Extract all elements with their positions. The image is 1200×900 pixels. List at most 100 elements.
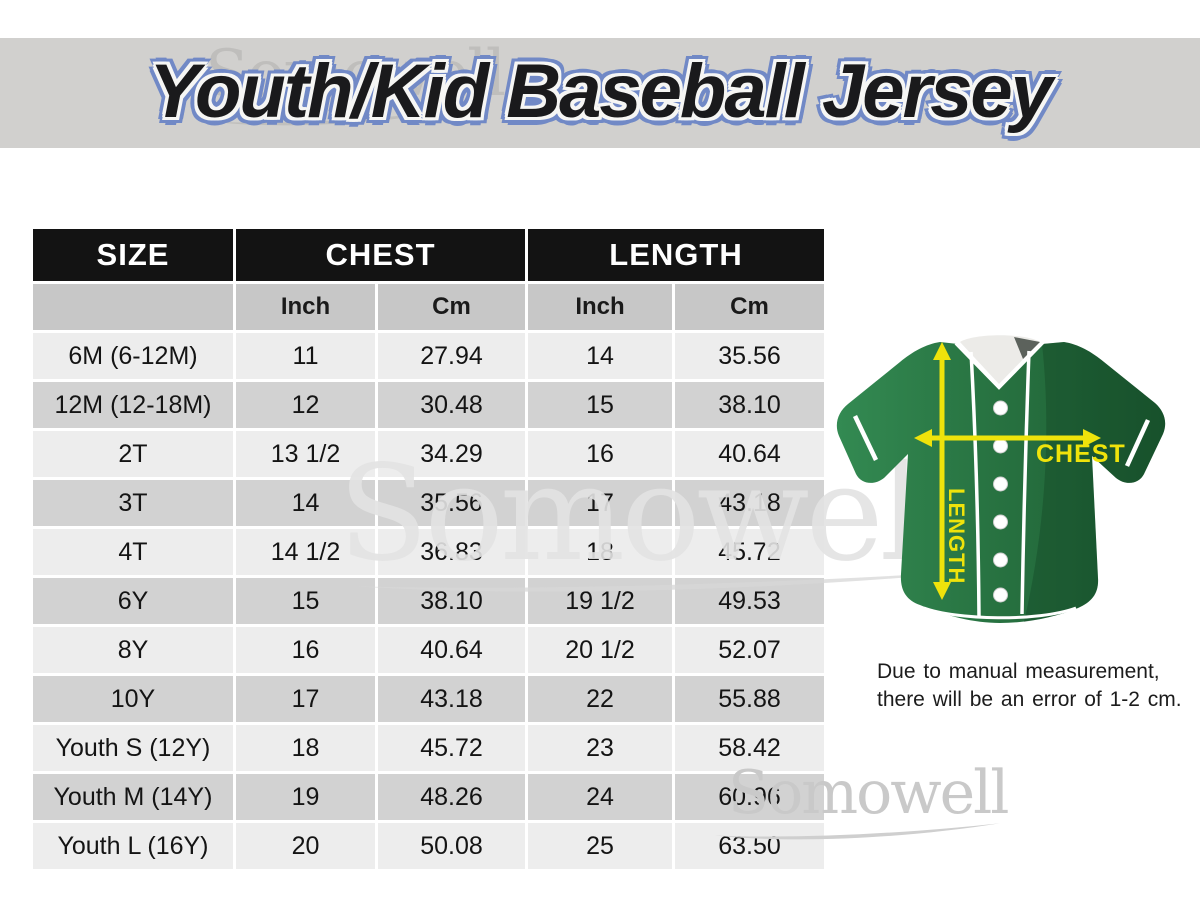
table-cell: 15 — [528, 382, 672, 428]
header-cell-size: SIZE — [33, 229, 233, 281]
measurement-note-line2: there will be an error of 1-2 cm. — [877, 688, 1182, 712]
table-cell: 40.64 — [378, 627, 525, 673]
table-cell: 55.88 — [675, 676, 824, 722]
table-cell: 8Y — [33, 627, 233, 673]
table-row: Youth L (16Y) 20 50.08 25 63.50 — [33, 823, 824, 869]
header-cell-chest: CHEST — [236, 229, 525, 281]
table-cell: 43.18 — [378, 676, 525, 722]
jersey-collar-shadow — [1014, 337, 1040, 359]
table-cell: 27.94 — [378, 333, 525, 379]
table-cell: 3T — [33, 480, 233, 526]
table-cell: 12M (12-18M) — [33, 382, 233, 428]
jersey-figure: CHEST LENGTH — [828, 326, 1176, 649]
table-cell: 35.56 — [378, 480, 525, 526]
table-cell: 16 — [236, 627, 375, 673]
table-cell: 38.10 — [378, 578, 525, 624]
jersey-placket-piping-right — [1020, 350, 1031, 615]
table-cell: Youth S (12Y) — [33, 725, 233, 771]
header-cell-length: LENGTH — [528, 229, 824, 281]
table-cell: 10Y — [33, 676, 233, 722]
watermark-swoosh-icon — [210, 109, 462, 126]
table-cell: 40.64 — [675, 431, 824, 477]
table-cell: 14 — [528, 333, 672, 379]
table-cell: 17 — [528, 480, 672, 526]
jersey-placket-piping-left — [969, 351, 981, 617]
brand-watermark-bottom: Somowell — [728, 758, 1009, 828]
jersey-buttons — [993, 400, 1008, 603]
measurement-note-line1: Due to manual measurement, — [877, 660, 1160, 683]
table-cell: 30.48 — [378, 382, 525, 428]
table-cell: 18 — [528, 529, 672, 575]
jersey-sleeve-stripe-right — [1124, 419, 1151, 467]
measurement-note: Due to manual measurement, there will be… — [877, 658, 1192, 715]
table-header-row: SIZE CHEST LENGTH — [33, 229, 824, 281]
table-cell: 60.96 — [675, 774, 824, 820]
table-cell: 52.07 — [675, 627, 824, 673]
table-cell: 43.18 — [675, 480, 824, 526]
table-cell: Youth L (16Y) — [33, 823, 233, 869]
size-table: SIZE CHEST LENGTH Inch Cm Inch Cm 6M (6-… — [33, 229, 824, 872]
table-cell: 12 — [236, 382, 375, 428]
watermark-swoosh-icon — [714, 823, 1001, 840]
table-row: 8Y 16 40.64 20 1/2 52.07 — [33, 627, 824, 673]
table-row: 2T 13 1/2 34.29 16 40.64 — [33, 431, 824, 477]
unit-cell-length-inch: Inch — [528, 284, 672, 330]
watermark-swoosh-icon — [356, 569, 996, 592]
chest-arrow — [914, 429, 1101, 447]
table-cell: 38.10 — [675, 382, 824, 428]
table-cell: 45.72 — [378, 725, 525, 771]
title-banner: Somowell Youth/Kid Baseball Jersey — [0, 38, 1200, 148]
table-cell: 58.42 — [675, 725, 824, 771]
table-unit-row: Inch Cm Inch Cm — [33, 284, 824, 330]
table-row: 3T 14 35.56 17 43.18 — [33, 480, 824, 526]
table-cell: 35.56 — [675, 333, 824, 379]
table-cell: 50.08 — [378, 823, 525, 869]
table-cell: 13 1/2 — [236, 431, 375, 477]
table-cell: 17 — [236, 676, 375, 722]
table-cell: 15 — [236, 578, 375, 624]
table-row: 12M (12-18M) 12 30.48 15 38.10 — [33, 382, 824, 428]
table-cell: 2T — [33, 431, 233, 477]
table-cell: 19 — [236, 774, 375, 820]
jersey-sleeve-stripe-left — [852, 415, 879, 461]
table-cell: 14 1/2 — [236, 529, 375, 575]
table-row: 6Y 15 38.10 19 1/2 49.53 — [33, 578, 824, 624]
unit-cell-length-cm: Cm — [675, 284, 824, 330]
table-cell: 20 1/2 — [528, 627, 672, 673]
table-cell: 36.83 — [378, 529, 525, 575]
table-row: 6M (6-12M) 11 27.94 14 35.56 — [33, 333, 824, 379]
table-row: Youth S (12Y) 18 45.72 23 58.42 — [33, 725, 824, 771]
table-cell: 4T — [33, 529, 233, 575]
table-cell: 6Y — [33, 578, 233, 624]
length-arrow-label: LENGTH — [944, 488, 969, 584]
table-cell: 63.50 — [675, 823, 824, 869]
table-cell: 16 — [528, 431, 672, 477]
table-row: Youth M (14Y) 19 48.26 24 60.96 — [33, 774, 824, 820]
table-cell: 11 — [236, 333, 375, 379]
table-cell: Youth M (14Y) — [33, 774, 233, 820]
table-cell: 48.26 — [378, 774, 525, 820]
table-cell: 22 — [528, 676, 672, 722]
table-row: 4T 14 1/2 36.83 18 45.72 — [33, 529, 824, 575]
table-cell: 45.72 — [675, 529, 824, 575]
table-cell: 20 — [236, 823, 375, 869]
unit-cell-chest-inch: Inch — [236, 284, 375, 330]
unit-cell-empty — [33, 284, 233, 330]
table-cell: 24 — [528, 774, 672, 820]
table-cell: 14 — [236, 480, 375, 526]
table-cell: 34.29 — [378, 431, 525, 477]
table-cell: 25 — [528, 823, 672, 869]
jersey-illustration: CHEST LENGTH — [836, 335, 1166, 623]
table-cell: 6M (6-12M) — [33, 333, 233, 379]
table-row: 10Y 17 43.18 22 55.88 — [33, 676, 824, 722]
chest-arrow-label: CHEST — [1036, 440, 1126, 468]
page-title: Youth/Kid Baseball Jersey — [149, 49, 1053, 134]
jersey-shading — [1024, 342, 1166, 622]
brand-watermark-banner: Somowell — [205, 37, 506, 111]
length-arrow — [933, 342, 951, 600]
table-cell: 18 — [236, 725, 375, 771]
table-cell: 23 — [528, 725, 672, 771]
jersey-hem-piping — [923, 606, 1077, 620]
unit-cell-chest-cm: Cm — [378, 284, 525, 330]
